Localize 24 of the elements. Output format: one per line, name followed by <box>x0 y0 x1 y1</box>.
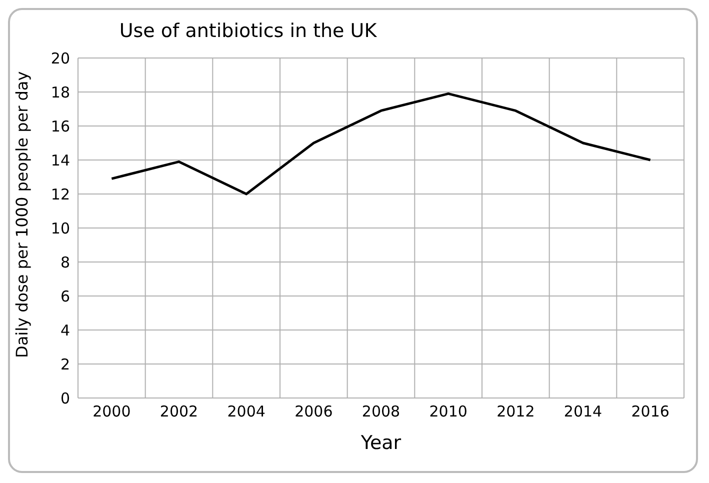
x-tick-label: 2002 <box>160 402 198 421</box>
y-tick-label: 4 <box>60 321 70 340</box>
y-tick-label: 0 <box>60 389 70 408</box>
y-tick-label: 2 <box>60 355 70 374</box>
x-tick-label: 2004 <box>227 402 266 421</box>
x-tick-label: 2008 <box>362 402 400 421</box>
y-tick-label: 20 <box>50 49 70 68</box>
chart-title: Use of antibiotics in the UK <box>118 20 378 42</box>
y-tick-label: 6 <box>60 287 70 306</box>
y-tick-label: 16 <box>50 117 70 136</box>
x-tick-label: 2016 <box>631 402 670 421</box>
y-tick-label: 10 <box>50 219 70 238</box>
x-axis-title: Year <box>360 432 402 454</box>
x-tick-label: 2014 <box>564 402 602 421</box>
x-tick-label: 2000 <box>92 402 131 421</box>
line-series <box>110 92 652 196</box>
y-tick-label: 18 <box>50 83 70 102</box>
x-tick-label: 2012 <box>496 402 535 421</box>
x-tick-label: 2010 <box>429 402 468 421</box>
y-tick-label: 12 <box>50 185 70 204</box>
y-axis-title: Daily dose per 1000 people per day <box>12 71 32 358</box>
y-tick-label: 14 <box>50 151 70 170</box>
x-tick-label: 2006 <box>294 402 333 421</box>
y-tick-label: 8 <box>60 253 70 272</box>
